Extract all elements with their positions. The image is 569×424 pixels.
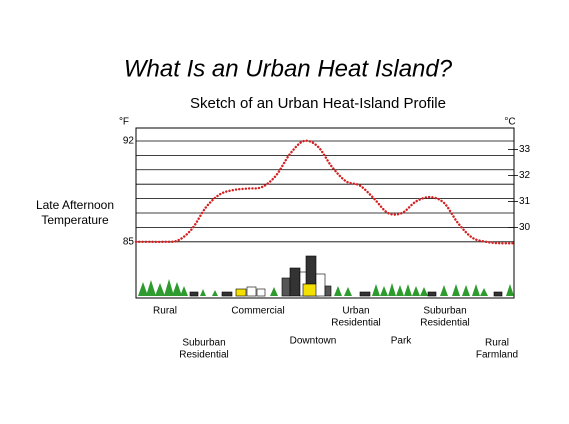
y2-tick-label: 33	[519, 144, 531, 155]
zone-label: Rural	[485, 338, 509, 349]
city-silhouette	[138, 255, 514, 297]
y2-unit: °C	[504, 117, 515, 128]
zone-label: Suburban	[182, 338, 225, 349]
y-axis-label: Temperature	[41, 213, 109, 227]
zone-label: Urban	[342, 306, 369, 317]
y2-tick-label: 32	[519, 170, 531, 181]
zone-label: Park	[391, 336, 413, 347]
y-unit: °F	[119, 117, 129, 128]
y-tick-label: 85	[123, 236, 135, 247]
zone-label: Rural	[153, 306, 177, 317]
chart-subtitle: Sketch of an Urban Heat-Island Profile	[190, 95, 446, 112]
chart-title: What Is an Urban Heat Island?	[124, 55, 453, 82]
zone-label: Suburban	[423, 306, 466, 317]
zone-label: Residential	[179, 350, 228, 361]
zone-label: Commercial	[231, 306, 284, 317]
y2-tick-label: 30	[519, 222, 531, 233]
y-tick-label: 92	[123, 136, 135, 147]
zone-label: Farmland	[476, 350, 518, 361]
y-axis-label: Late Afternoon	[36, 198, 114, 212]
zone-label: Residential	[331, 318, 380, 329]
zone-label: Residential	[420, 318, 469, 329]
y2-tick-label: 31	[519, 196, 531, 207]
temperature-line	[134, 139, 516, 245]
zone-label: Downtown	[290, 336, 337, 347]
